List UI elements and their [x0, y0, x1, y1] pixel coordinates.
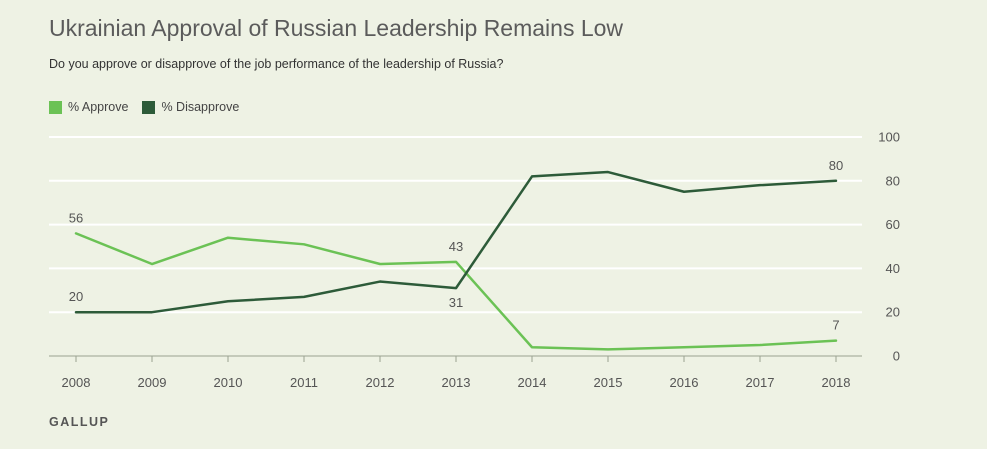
data-label-disapprove: 31 — [449, 295, 463, 310]
x-tick-label: 2010 — [214, 375, 243, 390]
data-labels: 56 43 7 20 31 80 — [69, 158, 843, 333]
data-label-disapprove: 80 — [829, 158, 843, 173]
y-tick-label: 0 — [893, 349, 900, 364]
x-tick-label: 2014 — [518, 375, 547, 390]
data-label-approve: 43 — [449, 239, 463, 254]
x-tick-label: 2016 — [670, 375, 699, 390]
legend-label-disapprove: % Disapprove — [161, 100, 240, 114]
series-lines — [74, 170, 838, 351]
x-tick-label: 2013 — [442, 375, 471, 390]
chart-subtitle: Do you approve or disapprove of the job … — [49, 57, 504, 71]
chart-legend: % Approve % Disapprove — [49, 100, 253, 114]
source-credit: GALLUP — [49, 415, 110, 429]
x-tick-label: 2008 — [62, 375, 91, 390]
series-line-disapprove — [74, 170, 838, 314]
x-tick-label: 2009 — [138, 375, 167, 390]
data-label-approve: 56 — [69, 210, 83, 225]
y-tick-label: 40 — [886, 261, 900, 276]
gridlines — [49, 136, 862, 314]
x-tick-label: 2011 — [290, 375, 318, 390]
y-tick-label: 20 — [886, 305, 900, 320]
x-tick-label: 2018 — [822, 375, 851, 390]
y-tick-label: 60 — [886, 217, 900, 232]
chart-title: Ukrainian Approval of Russian Leadership… — [49, 15, 624, 41]
legend-item-disapprove: % Disapprove — [142, 100, 239, 114]
y-tick-label: 80 — [886, 173, 900, 188]
series-line-approve — [74, 232, 838, 351]
data-label-disapprove: 20 — [69, 289, 83, 304]
axes: 0 20 40 60 80 100 2008 2009 2010 2011 2012 2013 2014… — [49, 130, 900, 390]
legend-label-approve: % Approve — [68, 100, 129, 114]
data-label-approve: 7 — [832, 318, 839, 333]
x-tick-label: 2017 — [746, 375, 775, 390]
y-tick-label: 100 — [878, 130, 900, 145]
legend-swatch-disapprove — [142, 100, 156, 114]
legend-item-approve: % Approve — [49, 100, 128, 114]
legend-swatch-approve — [49, 100, 62, 114]
x-tick-label: 2012 — [366, 375, 395, 390]
x-tick-label: 2015 — [594, 375, 623, 390]
